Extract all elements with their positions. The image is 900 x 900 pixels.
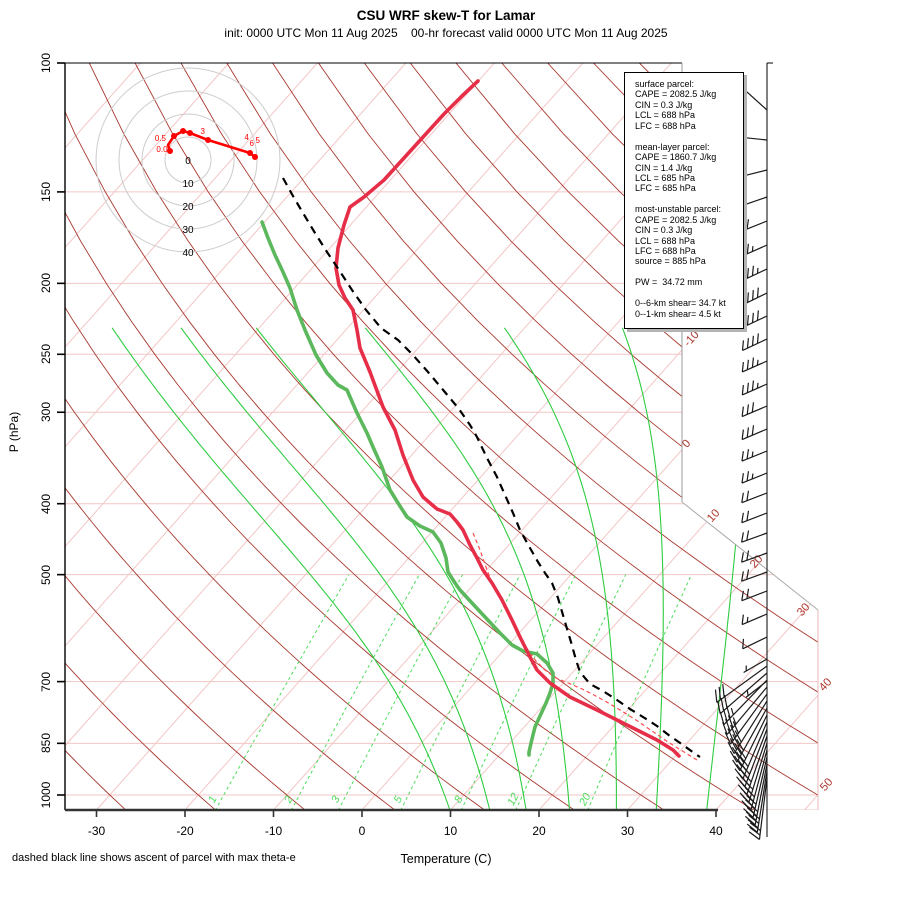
info-box-line: LCL = 685 hPa	[635, 172, 695, 183]
svg-text:3: 3	[329, 793, 343, 805]
y-tick-label: 150	[39, 181, 53, 202]
wind-barb-column	[714, 62, 773, 841]
dewpoint-trace	[260, 220, 555, 757]
info-box-line: 0--1-km shear= 4.5 kt	[635, 308, 721, 319]
info-box-line: CAPE = 2082.5 J/kg	[635, 214, 717, 225]
x-tick-label: -10	[264, 824, 283, 838]
y-tick-label: 250	[39, 344, 53, 365]
info-box-line: LFC = 688 hPa	[635, 246, 696, 256]
svg-text:20: 20	[577, 791, 594, 809]
y-tick-label: 700	[39, 671, 53, 692]
x-tick-label: 0	[358, 824, 366, 838]
info-box-line: CIN = 0.3 J/kg	[635, 225, 693, 236]
info-box-line: PW = 34.72 mm	[635, 277, 703, 288]
info-box-line	[635, 267, 739, 277]
y-tick-label: 500	[39, 564, 53, 585]
svg-text:8: 8	[452, 793, 466, 805]
svg-text:20: 20	[182, 202, 194, 213]
parcel-info-box: surface parcel: CAPE = 2082.5 J/kg CIN = 0…	[624, 72, 744, 329]
svg-text:2: 2	[282, 794, 296, 806]
parcel-footnote: dashed black line shows ascent of parcel…	[12, 852, 296, 864]
svg-text:30: 30	[182, 225, 194, 236]
info-box-line	[635, 194, 739, 204]
svg-text:-10: -10	[682, 329, 702, 349]
svg-text:10: 10	[182, 179, 194, 190]
y-tick-label: 300	[39, 402, 53, 423]
max-thetae-parcel-dashed	[282, 177, 701, 758]
temperature-trace	[334, 79, 681, 758]
x-tick-label: -20	[176, 824, 194, 838]
svg-text:4: 4	[245, 133, 250, 142]
info-box-line: CIN = 1.4 J/kg	[635, 162, 693, 173]
x-tick-label: 20	[532, 824, 546, 838]
x-tick-label: 40	[709, 824, 723, 838]
info-box-line	[635, 131, 739, 141]
plot-subtitle: init: 0000 UTC Mon 11 Aug 2025 00-hr for…	[224, 26, 668, 40]
hodograph: 0 10 20 30 40	[95, 67, 281, 259]
info-box-line: mean-layer parcel:	[635, 141, 710, 152]
info-box-line: LCL = 688 hPa	[635, 110, 695, 121]
svg-text:40: 40	[182, 248, 194, 259]
y-tick-label: 100	[39, 52, 53, 74]
y-tick-label: 400	[39, 493, 53, 514]
info-box-line: CIN = 0.3 J/kg	[635, 99, 693, 110]
svg-text:20: 20	[748, 553, 765, 571]
y-tick-label: 850	[39, 733, 53, 754]
mixing-ratio-lines	[214, 574, 692, 810]
y-tick-label: 200	[39, 273, 53, 294]
svg-text:0.01: 0.01	[156, 145, 172, 154]
svg-text:0.5: 0.5	[155, 134, 167, 143]
info-box-line: LCL = 688 hPa	[635, 235, 695, 246]
svg-text:5: 5	[256, 136, 261, 145]
info-box-line: CAPE = 1860.7 J/kg	[635, 152, 717, 163]
info-box-line: LFC = 685 hPa	[635, 183, 696, 194]
svg-text:1: 1	[206, 794, 219, 805]
page-title: CSU WRF skew-T for Lamar	[356, 8, 536, 23]
info-box-line: CAPE = 2082.5 J/kg	[635, 89, 717, 100]
info-box-line: source = 885 hPa	[635, 256, 706, 267]
svg-text:0: 0	[185, 156, 191, 167]
info-box-line: 0--6-km shear= 34.7 kt	[635, 298, 726, 309]
svg-text:3: 3	[201, 127, 206, 136]
x-tick-label: -30	[87, 824, 106, 838]
background-grid	[65, 63, 818, 810]
x-tick-label: 10	[443, 824, 458, 838]
plot-frame	[57, 62, 819, 817]
pressure-gridlines	[65, 191, 818, 810]
info-box-line: most-unstable parcel:	[635, 204, 722, 215]
hodograph-trace: 0.5 0.01 3 46 5	[155, 127, 261, 160]
svg-text:6: 6	[250, 139, 255, 148]
info-box-line: LFC = 688 hPa	[635, 120, 696, 131]
y-tick-label: 1000	[39, 781, 53, 809]
y-axis-title: P (hPa)	[7, 411, 21, 453]
svg-text:5: 5	[392, 793, 406, 805]
svg-text:40: 40	[817, 676, 834, 694]
svg-text:12: 12	[505, 791, 521, 807]
svg-text:50: 50	[818, 776, 835, 794]
mixing-ratio-labels: 1 2 3 5 8 12 20	[206, 791, 594, 809]
x-axis-title: Temperature (C)	[400, 852, 492, 866]
info-box-line	[635, 288, 739, 298]
x-tick-label: 30	[620, 824, 635, 838]
info-box-line: surface parcel:	[635, 79, 695, 89]
